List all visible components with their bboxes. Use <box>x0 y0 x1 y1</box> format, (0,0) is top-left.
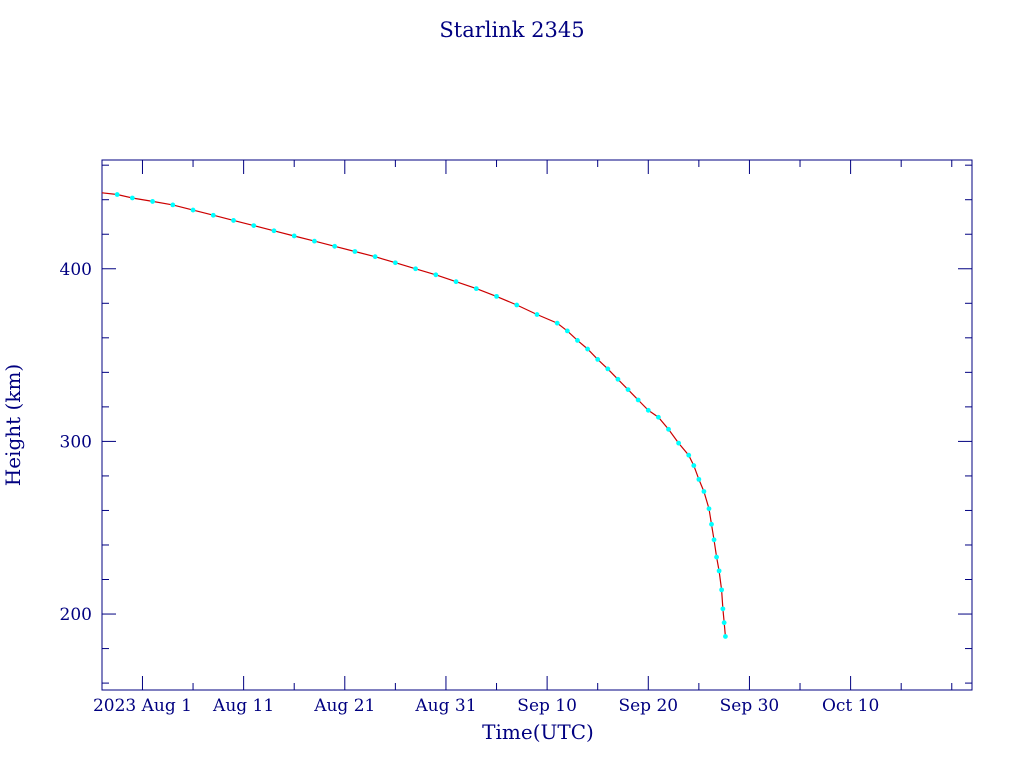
data-point <box>605 366 611 372</box>
data-point <box>719 587 725 593</box>
series-line <box>101 192 726 637</box>
axis-ticks <box>102 160 972 690</box>
y-tick-label: 200 <box>60 605 92 625</box>
series-layer <box>101 192 728 639</box>
data-point <box>312 238 317 244</box>
data-point <box>190 207 196 213</box>
data-point <box>433 272 439 278</box>
data-point <box>706 506 712 512</box>
x-tick-label: Oct 10 <box>822 696 879 716</box>
data-point <box>666 426 671 432</box>
x-tick-label: Aug 21 <box>313 696 375 716</box>
data-point <box>714 554 719 560</box>
x-tick-label: Sep 10 <box>517 696 577 716</box>
data-point <box>453 279 459 285</box>
data-point <box>114 192 120 197</box>
data-point <box>231 218 236 223</box>
data-point <box>170 202 176 208</box>
data-point <box>271 228 277 234</box>
data-point <box>372 254 378 260</box>
y-axis-label: Height (km) <box>1 364 25 486</box>
data-point <box>676 440 682 446</box>
y-tick-label: 400 <box>60 260 92 280</box>
data-point <box>564 328 570 334</box>
data-point <box>332 243 338 249</box>
data-point <box>716 568 722 574</box>
data-point <box>625 387 631 393</box>
x-tick-label: Aug 11 <box>212 696 274 716</box>
data-point <box>701 489 707 494</box>
chart-title: Starlink 2345 <box>439 18 584 42</box>
y-tick-label: 300 <box>60 432 92 452</box>
data-point <box>251 223 257 229</box>
data-point <box>585 346 590 352</box>
data-point <box>686 452 692 458</box>
data-point <box>291 233 297 239</box>
x-axis-label: Time(UTC) <box>482 720 594 744</box>
plot-frame <box>101 159 973 691</box>
data-point <box>691 463 697 468</box>
x-tick-label: Sep 30 <box>720 696 780 716</box>
data-point <box>352 249 358 254</box>
data-point <box>210 212 216 218</box>
data-point <box>696 476 702 482</box>
data-point <box>129 195 135 201</box>
x-tick-label: Sep 20 <box>618 696 678 716</box>
data-point <box>709 521 714 527</box>
data-point <box>575 338 580 343</box>
data-point <box>494 293 499 299</box>
data-point <box>723 634 728 639</box>
x-tick-label: Aug 31 <box>414 696 476 716</box>
data-point <box>413 266 419 272</box>
data-point <box>615 376 621 382</box>
data-point <box>392 260 398 266</box>
data-point <box>645 407 651 413</box>
data-point <box>150 199 155 204</box>
data-point <box>554 320 560 326</box>
data-point <box>473 286 479 292</box>
data-point <box>720 606 726 612</box>
data-point <box>655 414 661 420</box>
x-tick-label: 2023 Aug 1 <box>93 696 192 716</box>
data-point <box>534 312 540 317</box>
tick-labels: 2023 Aug 1 Aug 11 Aug 21 Aug 31 Sep 10 Sep 20… <box>60 260 880 716</box>
data-point <box>514 302 520 308</box>
data-point <box>711 537 717 543</box>
data-point <box>635 397 641 403</box>
data-point <box>595 356 601 362</box>
data-point <box>721 620 727 626</box>
